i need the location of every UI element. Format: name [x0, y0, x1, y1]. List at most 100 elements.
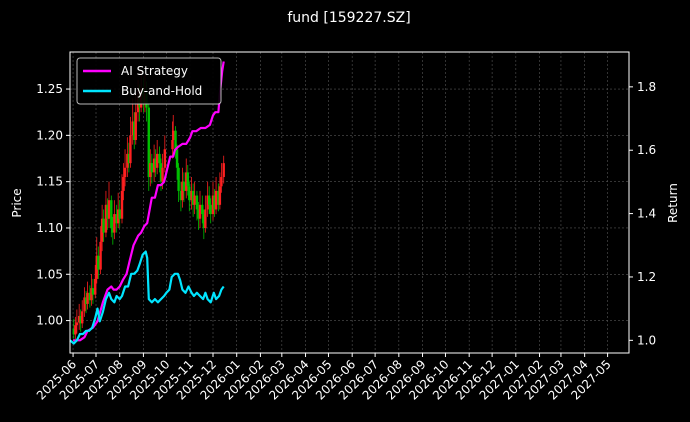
y-right-tick-label: 1.6: [637, 143, 656, 157]
candle-body: [100, 218, 104, 242]
candle-body: [175, 149, 179, 168]
candle: [74, 316, 77, 340]
candle-body: [214, 190, 218, 210]
candle-body: [90, 288, 93, 301]
candle: [185, 158, 188, 199]
y-axis-right-title: Return: [666, 183, 680, 223]
candle-body: [193, 195, 196, 205]
candle-body: [72, 328, 76, 335]
candle: [154, 149, 157, 178]
candle-body: [191, 190, 195, 205]
candle: [217, 183, 220, 212]
candle-body: [181, 181, 184, 201]
candle-body: [102, 218, 105, 233]
candle: [182, 172, 186, 203]
candle: [99, 226, 102, 275]
candle: [72, 318, 76, 341]
candle: [129, 116, 132, 168]
candle: [149, 149, 152, 187]
candle: [81, 300, 84, 328]
candle-body: [94, 278, 97, 295]
y-right-tick-label: 1.0: [637, 333, 656, 347]
y-right-tick-label: 1.8: [637, 80, 656, 94]
y-left-tick-label: 1.05: [36, 267, 63, 281]
y-axis-left: 1.00 1.05 1.10 1.15 1.20 1.25: [36, 82, 70, 328]
candle: [152, 144, 156, 182]
candle: [207, 186, 211, 215]
candle-body: [206, 195, 209, 210]
candle-body: [190, 190, 193, 201]
legend-item: AI Strategy: [83, 64, 188, 78]
candle: [133, 112, 136, 150]
candle-body: [86, 292, 89, 304]
series-buy-and-hold: [69, 250, 225, 345]
candle: [190, 177, 193, 210]
candle: [174, 126, 177, 159]
candle: [181, 167, 184, 208]
candle-body: [116, 209, 120, 224]
candle-body: [134, 112, 137, 140]
legend-item: Buy-and-Hold: [83, 84, 202, 98]
candle: [120, 174, 124, 224]
y-right-tick-label: 1.4: [637, 207, 656, 221]
candle: [155, 139, 159, 175]
candle-body: [218, 186, 222, 205]
candle: [204, 195, 207, 233]
candle: [110, 195, 113, 238]
candle-body: [174, 130, 177, 150]
candle-body: [79, 315, 82, 324]
candle: [123, 149, 127, 187]
candle: [163, 135, 167, 173]
candle-body: [147, 107, 150, 178]
candle-body: [150, 163, 154, 173]
candle-body: [222, 163, 225, 178]
candle-body: [115, 214, 118, 224]
candle: [115, 204, 118, 233]
candle: [198, 190, 202, 228]
candle: [88, 285, 92, 308]
candle: [131, 98, 134, 145]
candle-body: [211, 195, 215, 215]
y-axis-left-title: Price: [10, 188, 24, 217]
candle-body: [131, 121, 134, 136]
candle: [158, 146, 161, 173]
candle: [84, 290, 88, 314]
candle-body: [202, 214, 206, 228]
candle: [90, 274, 93, 306]
candle-body: [74, 325, 77, 335]
candle-body: [106, 204, 109, 219]
candle-body: [77, 315, 81, 323]
y-right-tick-label: 1.2: [637, 270, 656, 284]
candle: [206, 181, 209, 217]
candle: [91, 278, 95, 304]
candle: [107, 181, 111, 228]
y-left-tick-label: 1.15: [36, 175, 63, 189]
candle-body: [83, 297, 86, 312]
candle: [100, 204, 104, 252]
candle: [213, 189, 216, 217]
candle-body: [111, 227, 115, 233]
candle-body: [155, 153, 159, 168]
candle-body: [179, 190, 183, 201]
candle-body: [188, 186, 191, 201]
series-lines: [69, 61, 225, 345]
candle: [191, 183, 195, 217]
candle-body: [84, 297, 88, 304]
candle-body: [110, 200, 113, 228]
candle: [104, 190, 108, 238]
candle-body: [81, 311, 84, 324]
candle: [116, 192, 120, 228]
candle-body: [91, 288, 95, 295]
candle: [83, 287, 86, 317]
candle-body: [126, 153, 129, 168]
chart-title: fund [159227.SZ]: [287, 10, 410, 26]
candle-body: [97, 255, 100, 270]
candle-body: [88, 292, 92, 301]
y-axis-right: 1.0 1.2 1.4 1.6 1.8: [629, 80, 656, 347]
candle: [175, 144, 179, 180]
candle: [147, 102, 150, 191]
candle: [118, 200, 121, 228]
candle: [179, 181, 183, 212]
candle-body: [122, 177, 125, 191]
